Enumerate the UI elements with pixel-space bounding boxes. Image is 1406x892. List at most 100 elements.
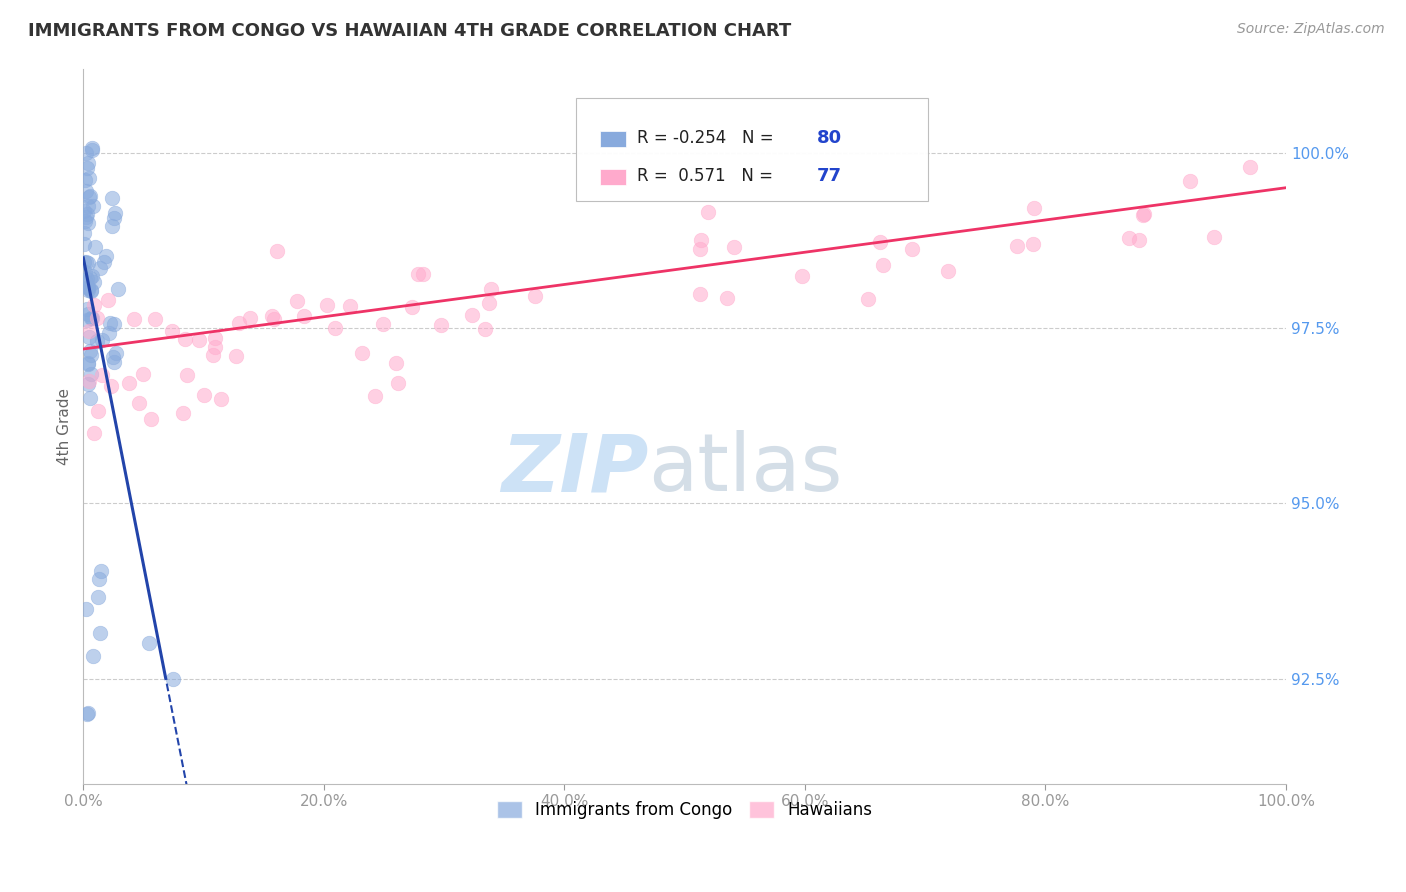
Point <box>75 602 97 616</box>
Point <box>75 255 97 269</box>
Point <box>1132 207 1154 221</box>
Point <box>75 214 97 228</box>
Point <box>122 312 145 326</box>
Point <box>1133 207 1156 221</box>
Text: ZIP: ZIP <box>501 430 648 508</box>
Text: Source: ZipAtlas.com: Source: ZipAtlas.com <box>1237 22 1385 37</box>
Point <box>77 307 100 321</box>
Point <box>900 242 922 256</box>
Text: 77: 77 <box>817 167 842 186</box>
Point <box>91 333 114 347</box>
Point <box>339 299 361 313</box>
Point <box>364 388 387 402</box>
Text: R =  0.571   N =: R = 0.571 N = <box>637 167 778 186</box>
Point <box>77 330 100 344</box>
Point <box>83 298 105 312</box>
Point <box>385 356 408 370</box>
Point <box>373 317 395 331</box>
Point <box>80 348 103 362</box>
Point <box>689 242 711 256</box>
Point <box>76 301 98 316</box>
Point <box>478 296 501 310</box>
Point <box>474 322 496 336</box>
Point <box>101 191 124 205</box>
Point <box>101 350 124 364</box>
Point <box>80 268 103 283</box>
Point <box>479 282 502 296</box>
Point <box>82 310 104 325</box>
Point <box>76 377 98 392</box>
Point <box>77 190 100 204</box>
Point <box>77 706 100 721</box>
Point <box>266 244 288 259</box>
Point <box>315 298 337 312</box>
Point <box>89 261 111 276</box>
Point <box>103 317 125 331</box>
Point <box>228 316 250 330</box>
Point <box>352 346 374 360</box>
Point <box>76 255 98 269</box>
Point <box>76 156 98 170</box>
Point <box>87 404 110 418</box>
Point <box>77 324 100 338</box>
Point <box>73 255 96 269</box>
Y-axis label: 4th Grade: 4th Grade <box>58 388 72 465</box>
Point <box>86 591 108 605</box>
Point <box>94 250 117 264</box>
Point <box>204 341 226 355</box>
Point <box>77 355 100 369</box>
Text: 80: 80 <box>817 128 842 147</box>
Point <box>128 396 150 410</box>
Point <box>690 233 713 247</box>
Point <box>401 300 423 314</box>
Point <box>76 199 98 213</box>
Point <box>1022 236 1045 251</box>
Point <box>76 161 98 175</box>
Point <box>1178 174 1201 188</box>
Point <box>103 211 125 225</box>
Point <box>716 291 738 305</box>
Point <box>79 374 101 388</box>
Point <box>285 294 308 309</box>
Point <box>104 206 127 220</box>
Point <box>83 240 105 254</box>
Point <box>412 267 434 281</box>
Point <box>79 189 101 203</box>
Point <box>406 268 429 282</box>
Point <box>1204 229 1226 244</box>
Point <box>87 572 110 586</box>
Point <box>82 199 104 213</box>
Point <box>201 348 224 362</box>
Point <box>75 185 97 199</box>
Point <box>239 310 262 325</box>
Text: IMMIGRANTS FROM CONGO VS HAWAIIAN 4TH GRADE CORRELATION CHART: IMMIGRANTS FROM CONGO VS HAWAIIAN 4TH GR… <box>28 22 792 40</box>
Point <box>523 289 546 303</box>
Point <box>77 280 100 294</box>
Point <box>80 143 103 157</box>
Point <box>79 284 101 298</box>
Point <box>77 281 100 295</box>
Point <box>79 344 101 359</box>
Point <box>139 412 162 426</box>
Point <box>460 308 482 322</box>
Point <box>872 258 894 272</box>
Point <box>225 349 247 363</box>
Point <box>90 368 112 383</box>
Point <box>89 626 111 640</box>
Point <box>76 271 98 285</box>
Point <box>97 326 120 341</box>
Point <box>86 310 108 325</box>
Point <box>858 292 880 306</box>
Point <box>696 205 718 219</box>
Point <box>76 313 98 327</box>
Point <box>138 636 160 650</box>
Point <box>936 263 959 277</box>
Point <box>98 316 121 330</box>
Point <box>143 312 166 326</box>
Point <box>79 391 101 405</box>
Text: atlas: atlas <box>648 430 844 508</box>
Point <box>869 235 891 249</box>
Point <box>1239 160 1261 174</box>
Point <box>430 318 453 332</box>
Point <box>75 211 97 225</box>
